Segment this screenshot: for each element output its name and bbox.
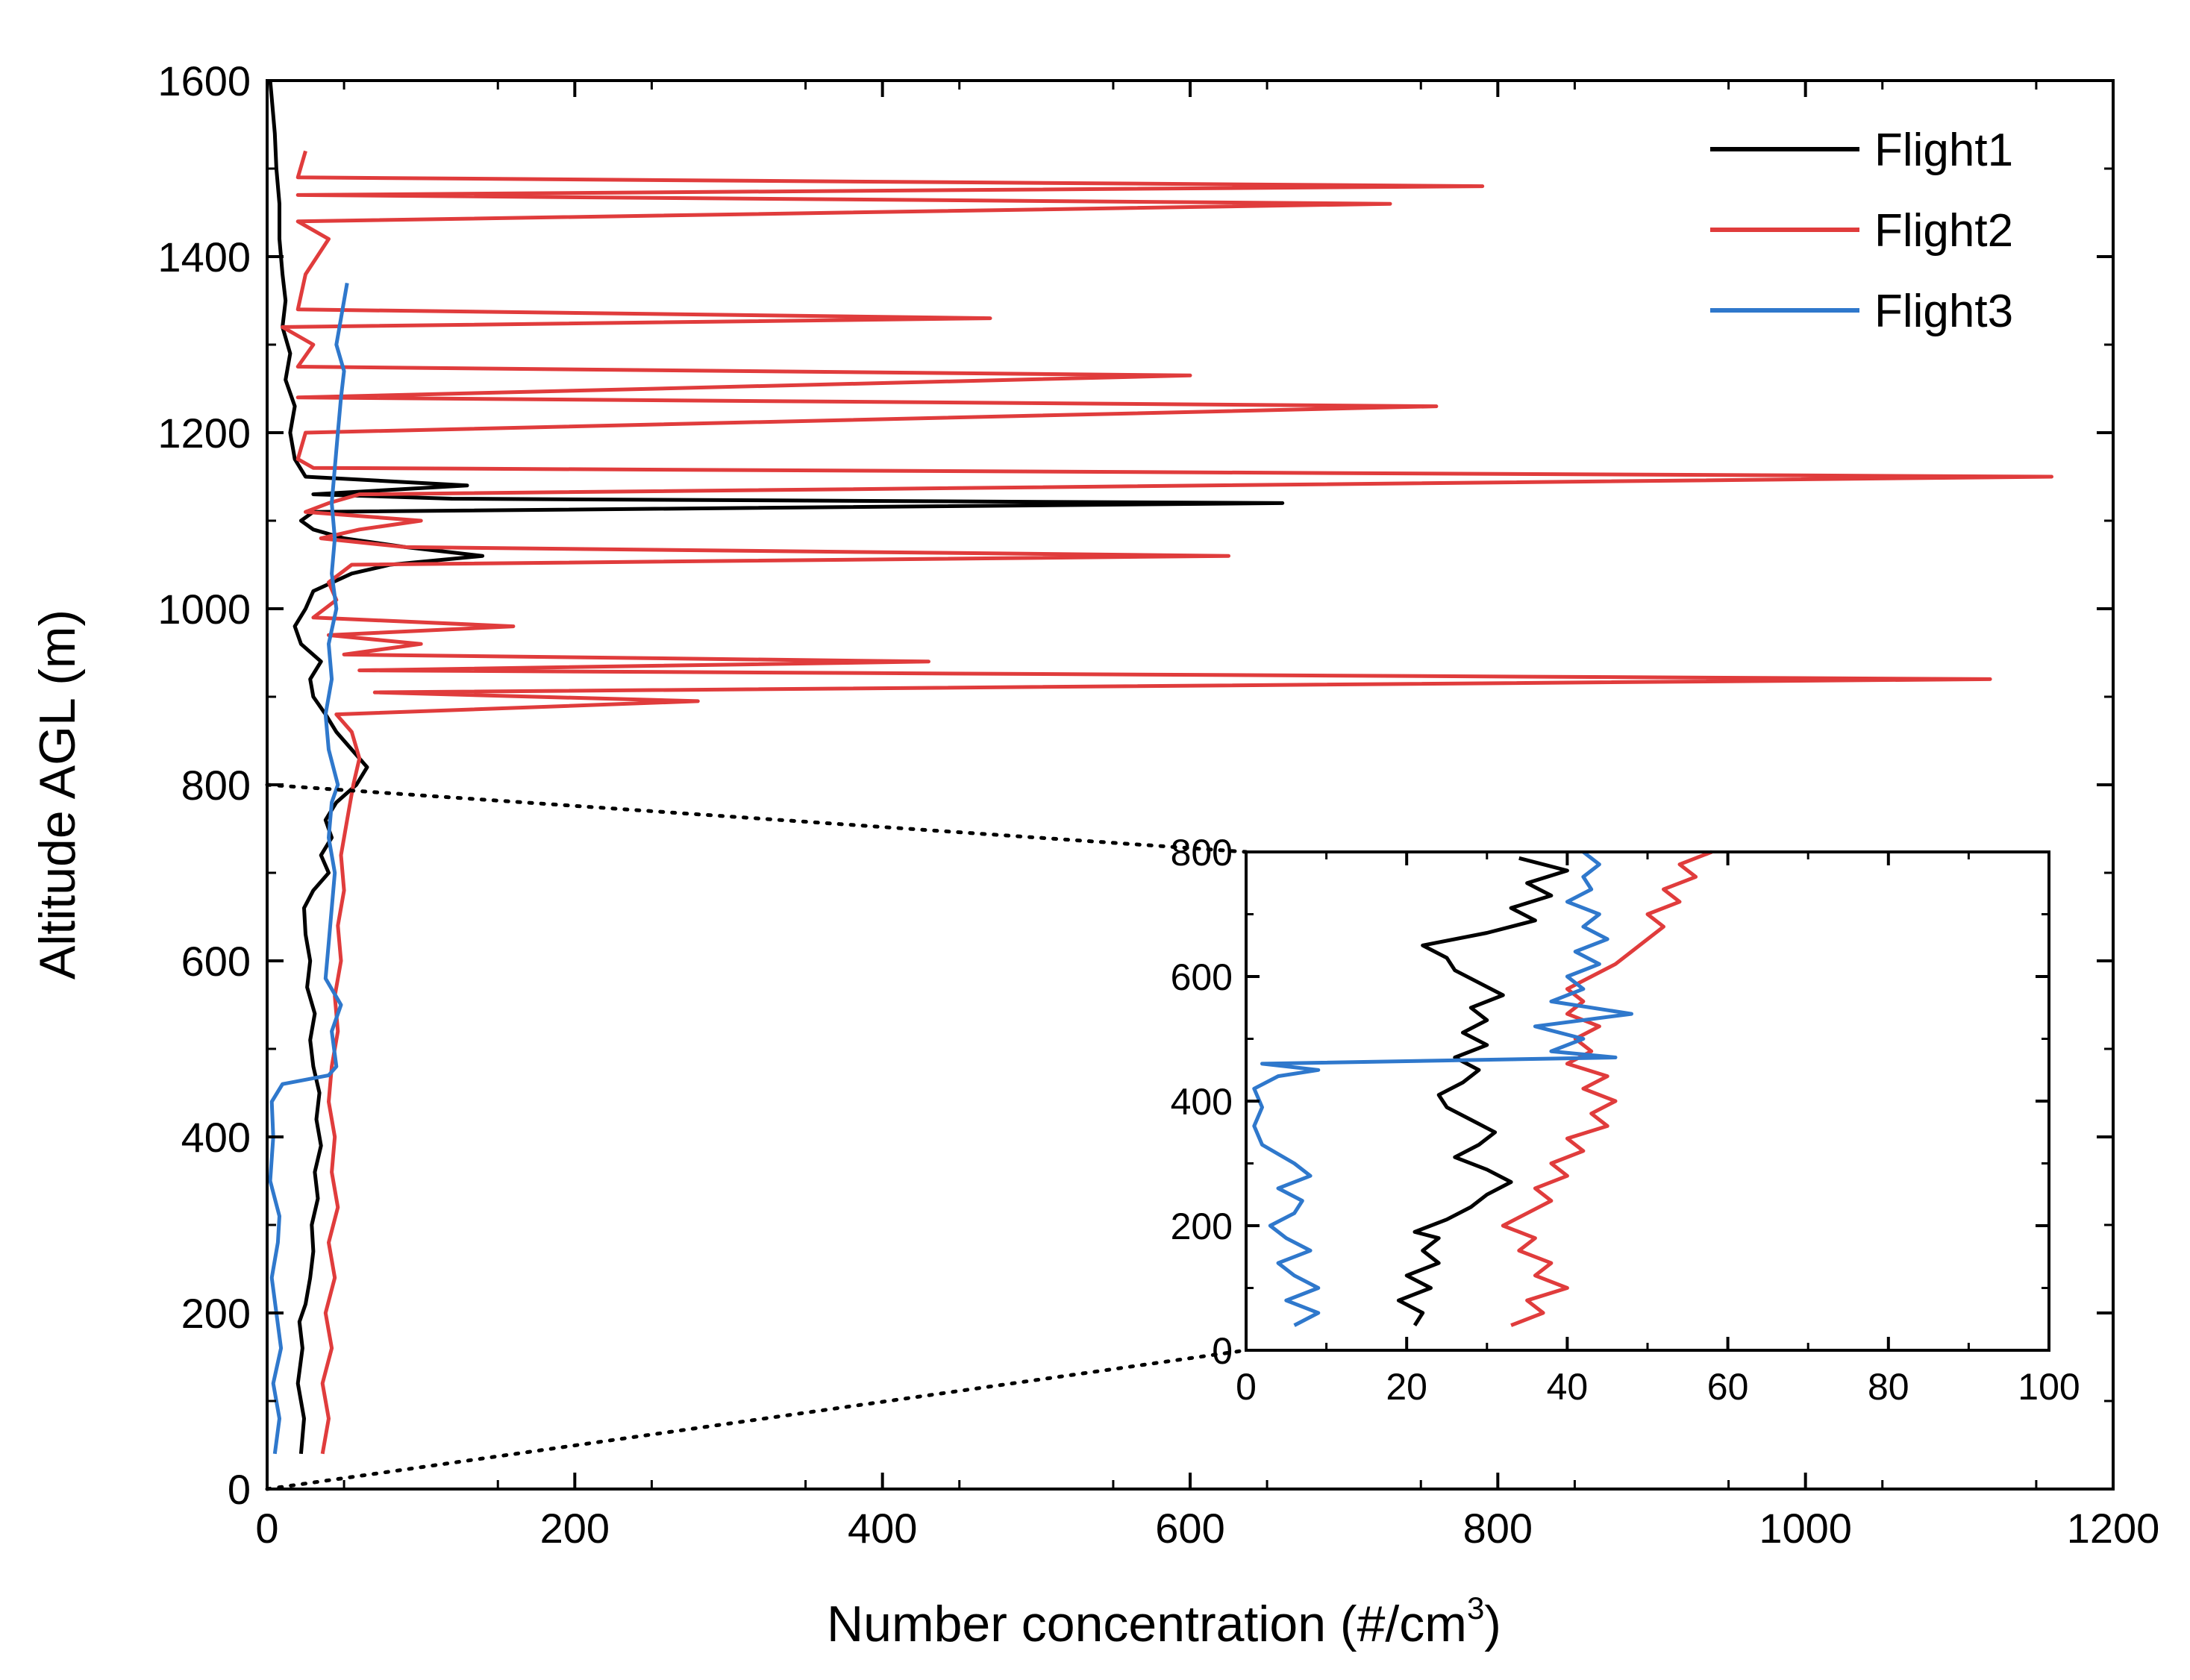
- y-tick-label: 600: [181, 938, 251, 985]
- x-tick-label: 600: [1155, 1505, 1224, 1552]
- x-tick-label: 1200: [2067, 1505, 2160, 1552]
- x-tick-label: 0: [255, 1505, 278, 1552]
- inset-x-tick-label: 100: [2018, 1366, 2080, 1408]
- y-tick-label: 1000: [157, 586, 251, 633]
- inset-y-tick-label: 200: [1171, 1206, 1233, 1247]
- y-tick-label: 800: [181, 762, 251, 809]
- legend: Flight1 Flight2 Flight3: [1710, 125, 2013, 337]
- series-line-flight3: [268, 282, 349, 1455]
- inset-y-tick-label: 800: [1171, 832, 1233, 874]
- y-axis-title: Altitude AGL (m): [29, 609, 86, 980]
- inset-y-tick-label: 0: [1212, 1330, 1233, 1372]
- inset-x-tick-label: 40: [1547, 1366, 1589, 1408]
- inset-x-tick-label: 60: [1707, 1366, 1749, 1408]
- y-tick-label: 400: [181, 1114, 251, 1161]
- y-tick-label: 0: [228, 1466, 251, 1513]
- x-tick-label: 1000: [1759, 1505, 1852, 1552]
- zoom-connector-lines: [265, 783, 1248, 1491]
- inset-plot-area: 0 20 40 60 80 100 0 200 400 600 800: [1171, 832, 2080, 1408]
- x-tick-label: 200: [540, 1505, 610, 1552]
- x-tick-label: 400: [848, 1505, 917, 1552]
- legend-label-flight2: Flight2: [1874, 205, 2013, 257]
- connector-bottom: [265, 1348, 1248, 1491]
- series-line-flight2: [281, 150, 2053, 1455]
- main-plot-area: 0 200 400 600 800 1000 12000200400600800100012…: [157, 57, 2159, 1552]
- x-axis-title: Number concentration (#/cm3): [827, 1590, 1501, 1652]
- legend-label-flight3: Flight3: [1874, 286, 2013, 337]
- inset-y-tick-label: 600: [1171, 956, 1233, 998]
- inset-x-tick-label: 0: [1236, 1366, 1257, 1408]
- inset-y-tick-label: 400: [1171, 1081, 1233, 1123]
- connector-top: [265, 783, 1248, 854]
- inset-background: [1246, 852, 2049, 1350]
- legend-label-flight1: Flight1: [1874, 125, 2013, 176]
- y-tick-label: 200: [181, 1290, 251, 1337]
- y-tick-label: 1600: [157, 57, 251, 104]
- inset-series-line-flight2: [1501, 850, 1713, 1327]
- inset-x-tick-label: 20: [1386, 1366, 1427, 1408]
- x-axis-title-tail: ): [1484, 1596, 1501, 1652]
- inset-x-tick-label: 80: [1868, 1366, 1909, 1408]
- x-tick-label: 800: [1463, 1505, 1533, 1552]
- inset-series-line-flight3: [1252, 850, 1633, 1327]
- y-tick-label: 1200: [157, 410, 251, 457]
- x-axis-title-main: Number concentration (#/cm: [827, 1596, 1467, 1652]
- inset-series-line-flight1: [1396, 856, 1569, 1326]
- series-line-flight1: [268, 80, 1285, 1455]
- x-axis-title-superscript: 3: [1467, 1590, 1484, 1626]
- y-tick-label: 1400: [157, 233, 251, 280]
